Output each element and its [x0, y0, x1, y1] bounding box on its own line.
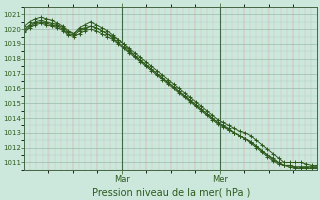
- X-axis label: Pression niveau de la mer( hPa ): Pression niveau de la mer( hPa ): [92, 187, 250, 197]
